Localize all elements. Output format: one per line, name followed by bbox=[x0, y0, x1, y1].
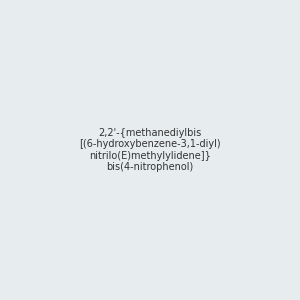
Text: 2,2'-{methanediylbis
[(6-hydroxybenzene-3,1-diyl)
nitrilo(E)methylylidene]}
bis(: 2,2'-{methanediylbis [(6-hydroxybenzene-… bbox=[79, 128, 221, 172]
